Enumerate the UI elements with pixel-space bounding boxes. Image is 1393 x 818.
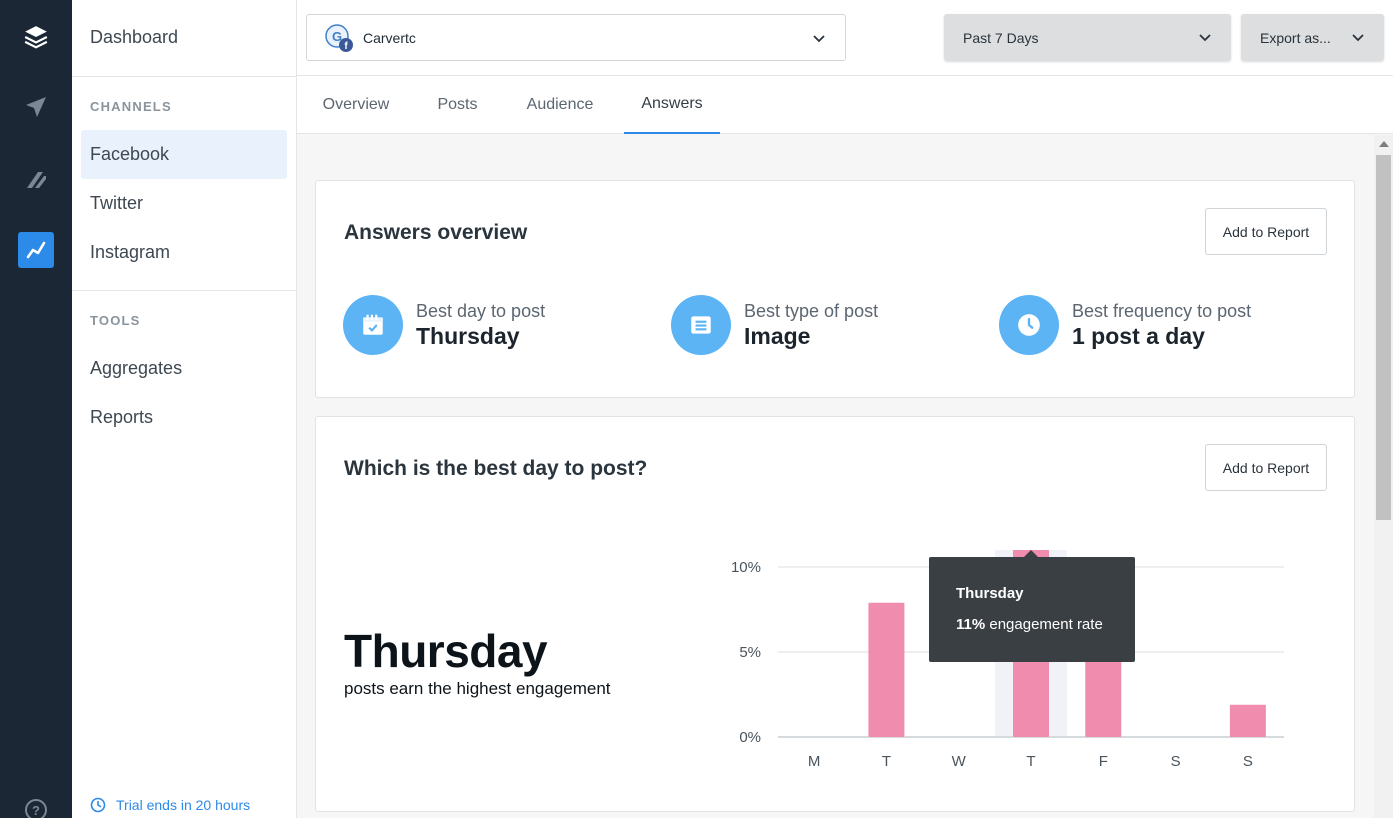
chevron-down-icon	[1199, 34, 1211, 42]
add-to-report-button[interactable]: Add to Report	[1205, 444, 1327, 491]
calendar-icon	[343, 295, 403, 355]
trial-text: Trial ends in 20 hours	[116, 797, 251, 813]
best-day-headline: Thursday	[344, 625, 548, 677]
channels-heading: CHANNELS	[90, 99, 172, 114]
bar	[1229, 704, 1266, 737]
card-title: Answers overview	[344, 221, 528, 244]
trial-notice[interactable]: Trial ends in 20 hours	[90, 797, 250, 813]
clock-icon	[90, 797, 106, 813]
stat-label: Best type of post	[744, 301, 879, 321]
stat-label: Best frequency to post	[1072, 301, 1252, 321]
clock-icon	[999, 295, 1059, 355]
add-to-report-button[interactable]: Add to Report	[1205, 208, 1327, 255]
sidebar-item-instagram[interactable]: Instagram	[90, 242, 171, 262]
y-tick-label: 5%	[739, 644, 761, 661]
tools-heading: TOOLS	[90, 313, 141, 328]
post-icon	[671, 295, 731, 355]
sidebar-dashboard-link[interactable]: Dashboard	[90, 27, 179, 47]
stat-value: 1 post a day	[1072, 323, 1205, 349]
sidebar-item-facebook[interactable]: Facebook	[81, 130, 287, 179]
reply-icon[interactable]	[18, 162, 54, 198]
app-rail: ?	[0, 0, 72, 818]
y-tick-label: 0%	[739, 729, 761, 746]
chart-tooltip: Thursday 11% engagement rate	[929, 557, 1135, 662]
stat-label: Best day to post	[416, 301, 546, 321]
stat-value: Thursday	[416, 323, 520, 349]
send-icon[interactable]	[18, 89, 54, 125]
account-name: Carvertc	[363, 29, 416, 46]
scroll-up-icon[interactable]	[1379, 141, 1389, 147]
x-tick-label: W	[952, 753, 967, 770]
stat-value: Image	[744, 323, 811, 349]
sidebar-item-reports[interactable]: Reports	[90, 407, 154, 427]
x-tick-label: M	[808, 753, 821, 770]
chevron-down-icon	[813, 35, 825, 43]
tab-posts[interactable]: Posts	[437, 96, 478, 113]
svg-text:G: G	[332, 29, 342, 44]
best-day-card: Which is the best day to post? Add to Re…	[315, 416, 1355, 812]
tooltip-arrow	[1024, 550, 1038, 557]
sidebar-item-aggregates[interactable]: Aggregates	[90, 358, 183, 378]
help-icon[interactable]: ?	[18, 792, 54, 818]
analytics-icon[interactable]	[18, 232, 54, 268]
stat-best-frequency: Best frequency to post 1 post a day	[999, 295, 1251, 355]
sidebar: Dashboard CHANNELS Facebook Twitter Inst…	[72, 0, 297, 818]
answers-overview-card: Answers overview Add to Report Best day …	[315, 180, 1355, 398]
svg-text:f: f	[344, 41, 348, 52]
x-tick-label: T	[1026, 753, 1035, 770]
tooltip-line: 11% engagement rate	[956, 616, 1135, 633]
x-tick-label: T	[882, 753, 891, 770]
card-title: Which is the best day to post?	[344, 457, 648, 480]
x-tick-label: F	[1099, 753, 1108, 770]
tooltip-suffix: engagement rate	[985, 616, 1103, 633]
y-tick-label: 10%	[731, 559, 761, 576]
export-select[interactable]: Export as...	[1241, 14, 1384, 61]
sidebar-item-twitter[interactable]: Twitter	[90, 193, 144, 213]
tooltip-title: Thursday	[956, 585, 1024, 602]
tab-audience[interactable]: Audience	[526, 96, 594, 113]
divider	[72, 290, 296, 291]
layers-icon[interactable]	[18, 19, 54, 55]
tab-answers[interactable]: Answers	[624, 76, 720, 134]
scrollbar-thumb[interactable]	[1376, 155, 1391, 520]
bar	[1085, 652, 1122, 737]
stat-best-type: Best type of post Image	[671, 295, 878, 355]
tooltip-value: 11%	[956, 616, 986, 633]
best-day-subtext: posts earn the highest engagement	[344, 679, 611, 698]
stat-best-day: Best day to post Thursday	[343, 295, 545, 355]
tab-bar: Overview Posts Audience Answers	[297, 76, 1393, 134]
tab-overview[interactable]: Overview	[322, 96, 390, 113]
export-label: Export as...	[1260, 29, 1331, 46]
bar	[868, 602, 905, 737]
x-tick-label: S	[1243, 753, 1253, 770]
chevron-down-icon	[1352, 34, 1364, 42]
x-tick-label: S	[1171, 753, 1181, 770]
divider	[72, 76, 296, 77]
svg-text:?: ?	[32, 803, 40, 818]
date-range-select[interactable]: Past 7 Days	[944, 14, 1231, 61]
date-range-value: Past 7 Days	[963, 29, 1039, 46]
